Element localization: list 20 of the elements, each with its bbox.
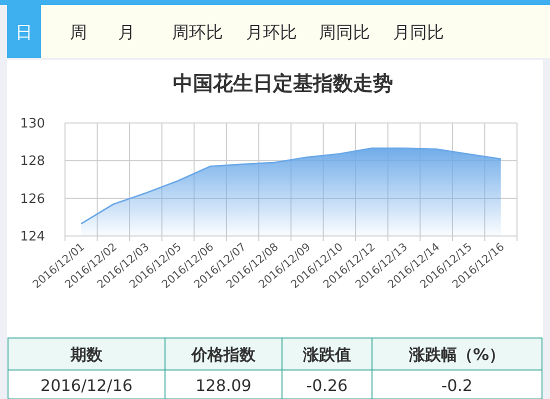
text: 周同比 — [319, 23, 370, 43]
text: 期数 — [70, 345, 104, 364]
text: 涨跌值 — [302, 345, 351, 364]
text: -0.2 — [441, 376, 473, 395]
text: 周 — [70, 23, 87, 43]
text: -0.26 — [306, 376, 348, 395]
text: 128.09 — [196, 376, 252, 395]
y-tick-label: 124 — [20, 230, 45, 245]
text: 周环比 — [172, 23, 223, 43]
y-tick-label: 128 — [20, 154, 45, 170]
chart-title: 中国花生日定基指数走势 — [173, 71, 393, 95]
text: 日 — [16, 23, 32, 43]
text: 月环比 — [246, 23, 297, 43]
y-tick-label: 126 — [20, 192, 45, 207]
text: 月同比 — [393, 23, 444, 43]
text: 月 — [118, 23, 135, 43]
y-tick-label: 130 — [20, 116, 45, 132]
text: 2016/12/16 — [40, 376, 133, 395]
text: 价格指数 — [190, 345, 256, 364]
text: 涨跌幅（%） — [408, 345, 506, 364]
